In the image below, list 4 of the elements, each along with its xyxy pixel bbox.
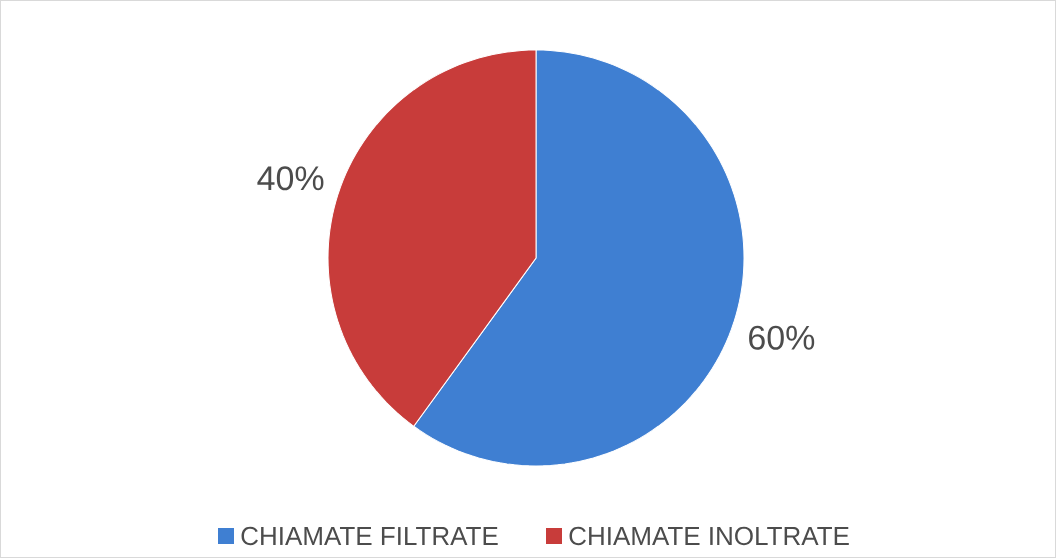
- data-label: 60%: [749, 325, 815, 350]
- legend-label: CHIAMATE INOLTRATE: [569, 526, 849, 546]
- legend-label: CHIAMATE FILTRATE: [241, 526, 498, 546]
- data-label: 40%: [257, 166, 324, 191]
